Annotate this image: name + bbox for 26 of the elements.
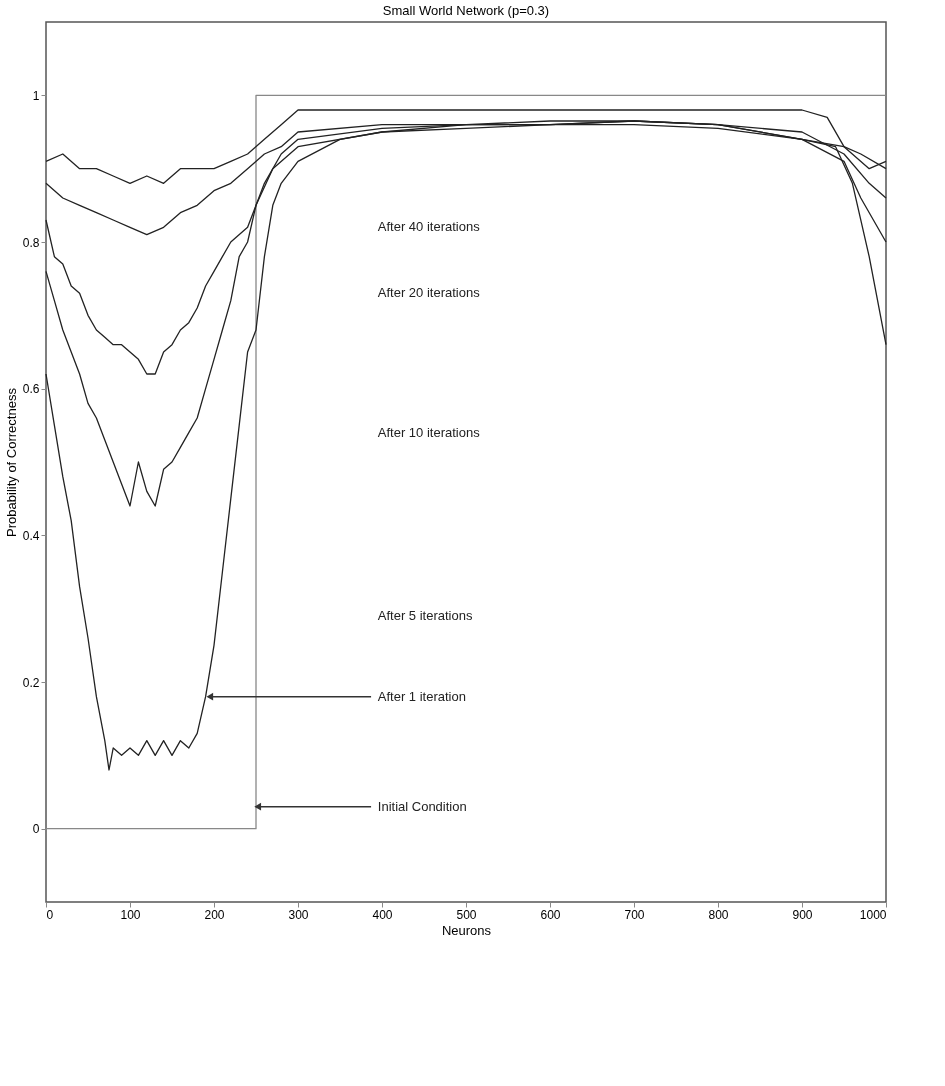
x-tick-label: 700 [624,907,645,922]
y-tick-label: 0.6 [22,382,40,397]
y-tick-label: 0.2 [22,675,40,690]
x-tick-label: 600 [540,907,561,922]
x-tick-label: 200 [204,907,225,922]
annotation: After 40 iterations [377,219,481,235]
x-tick-label: 1000 [859,907,887,922]
x-tick-label: 300 [288,907,309,922]
annotation: After 1 iteration [377,688,466,704]
y-tick-label: 0.8 [22,235,40,250]
x-tick-label: 0 [46,907,54,922]
x-tick-label: 900 [792,907,813,922]
y-tick-label: 1 [32,88,40,103]
annotation: After 10 iterations [377,424,481,440]
x-axis-title: Neurons [441,922,492,938]
x-tick-label: 500 [456,907,477,922]
y-axis-title: Probability of Correctness [3,387,19,537]
x-tick-label: 400 [372,907,393,922]
y-tick-label: 0 [32,822,40,837]
annotation: Initial Condition [377,798,467,814]
annotation: After 20 iterations [377,285,481,301]
x-tick-label: 100 [120,907,141,922]
annotation: After 5 iterations [377,608,473,623]
x-tick-label: 800 [708,907,729,922]
chart-title: Small World Network (p=0.3) [382,3,550,18]
y-tick-label: 0.4 [22,528,40,543]
